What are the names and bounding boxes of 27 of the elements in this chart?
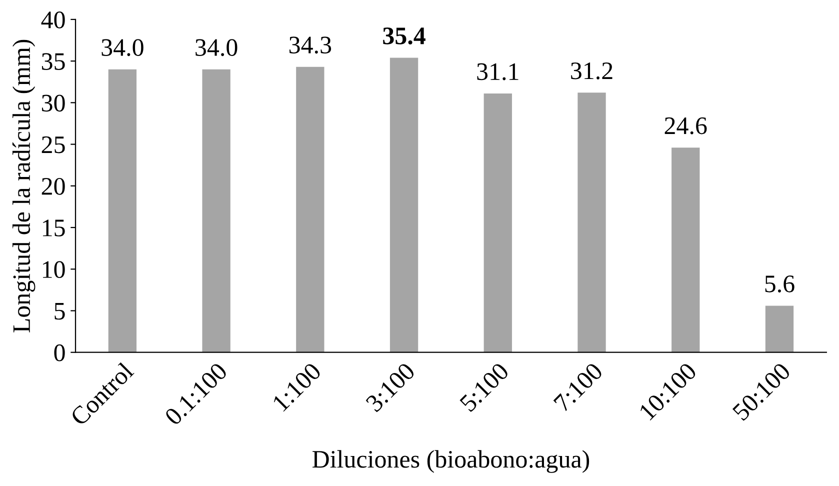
y-tick-label: 0 bbox=[54, 344, 65, 362]
data-label: 5.6 bbox=[765, 276, 794, 292]
bar bbox=[108, 69, 137, 352]
bar bbox=[484, 94, 512, 352]
y-tick-label: 40 bbox=[41, 11, 65, 28]
y-tick-label: 20 bbox=[42, 178, 65, 195]
y-tick-label: 25 bbox=[42, 136, 65, 154]
bar bbox=[578, 92, 606, 352]
data-label: 34.0 bbox=[102, 39, 144, 56]
y-tick-label: 5 bbox=[54, 303, 65, 320]
y-tick-label: 35 bbox=[42, 53, 65, 70]
bar bbox=[390, 58, 418, 352]
bar bbox=[672, 148, 700, 352]
data-label: 31.1 bbox=[477, 63, 518, 80]
bar bbox=[765, 306, 794, 352]
x-axis-title: Diluciones (bioabono:agua) bbox=[312, 450, 590, 473]
data-label: 24.6 bbox=[664, 117, 707, 134]
data-label: 34.0 bbox=[196, 39, 238, 56]
y-tick-label: 15 bbox=[42, 220, 65, 236]
bar bbox=[202, 69, 230, 352]
data-label: 35.4 bbox=[383, 28, 426, 44]
y-tick-label: 10 bbox=[42, 261, 65, 278]
y-axis-title: Longitud de la radícula (mm) bbox=[12, 40, 36, 332]
y-tick-label: 30 bbox=[42, 94, 65, 112]
data-label: 34.3 bbox=[289, 36, 332, 54]
bar bbox=[296, 66, 324, 352]
data-label: 31.2 bbox=[571, 62, 612, 80]
